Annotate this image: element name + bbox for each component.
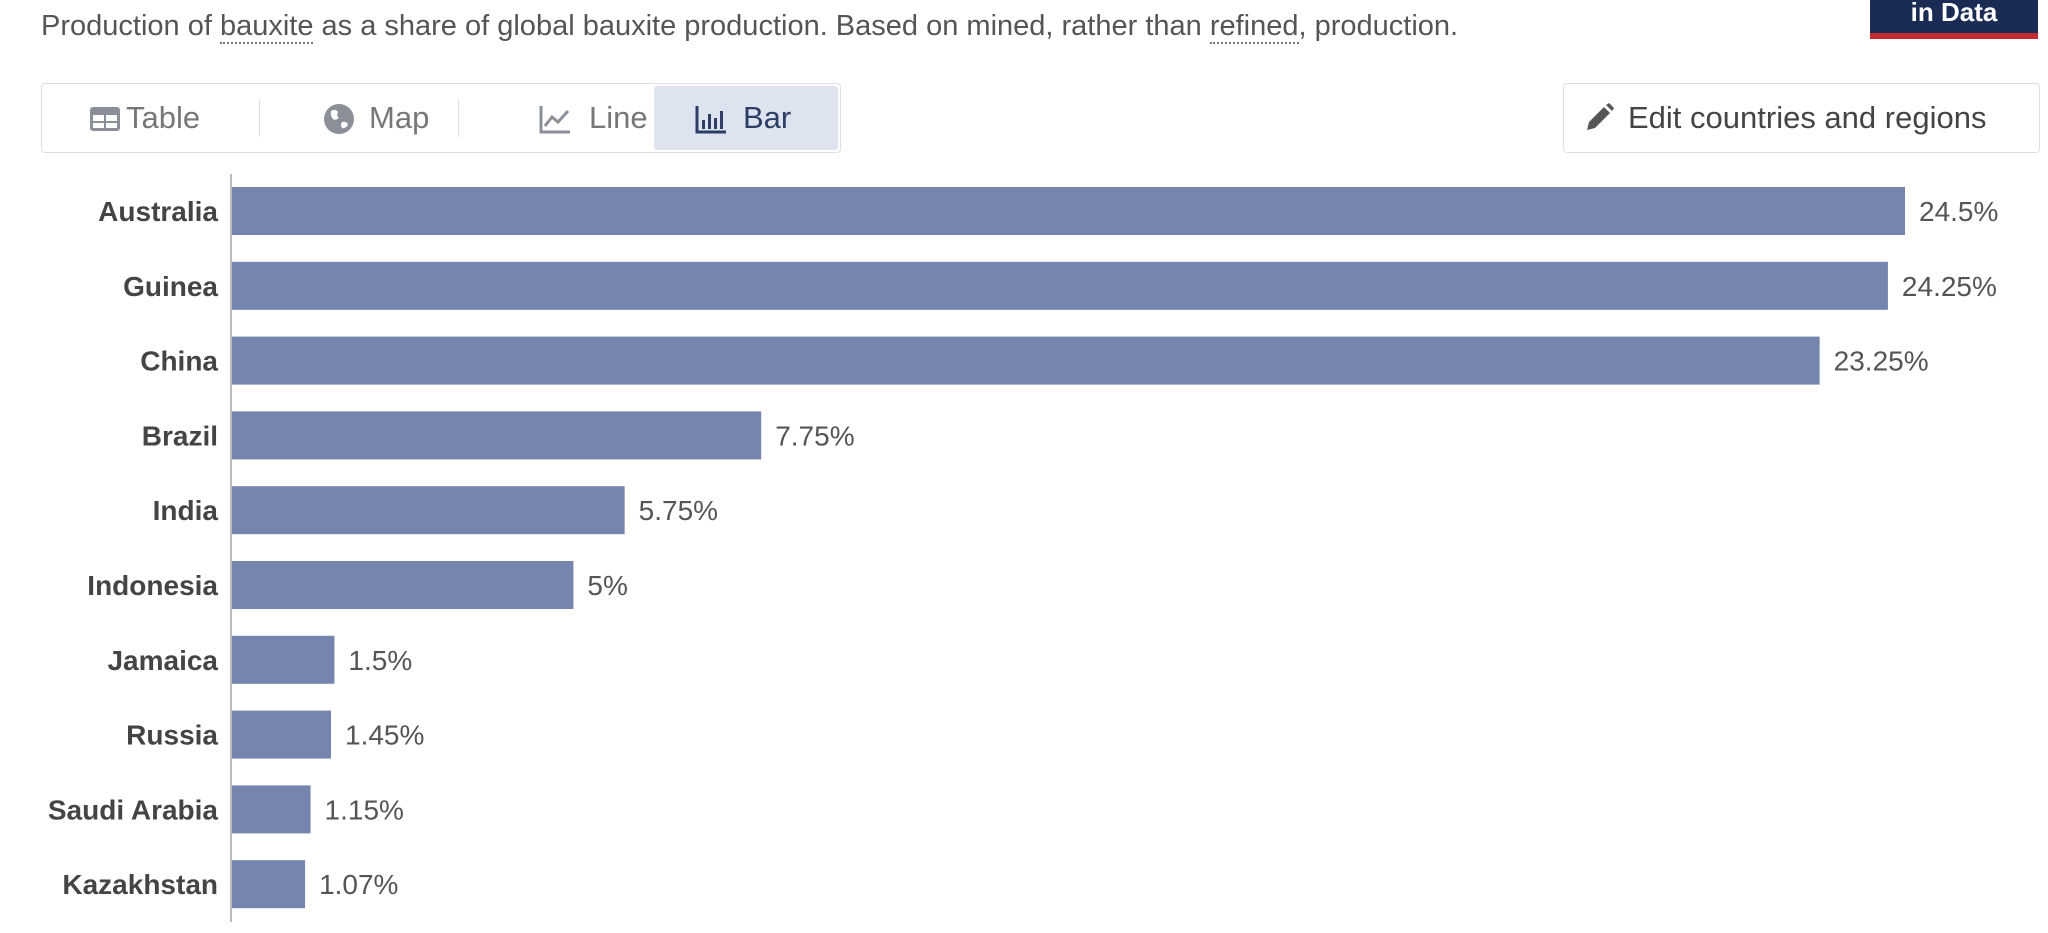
table-icon [90,107,120,131]
bar[interactable] [232,486,625,535]
edit-countries-button[interactable]: Edit countries and regions [1563,83,2040,153]
category-label: India [153,495,219,526]
bar-chart: Australia 24.5% Guinea 24.25% China 23.25% Bra… [48,174,1998,922]
subtitle-text: Production of [41,10,220,42]
category-label: Brazil [142,420,218,451]
edit-button-label: Edit countries and regions [1628,100,1987,135]
value-label: 1.15% [325,794,404,825]
bar-chart-icon [695,106,726,134]
subtitle-text: as a share of global bauxite production.… [313,10,1210,42]
view-tabs: Table Map Line Bar [41,83,841,153]
category-label: Jamaica [107,645,218,676]
tab-bar[interactable]: Bar [654,86,838,150]
value-label: 5.75% [639,495,718,526]
category-label: Saudi Arabia [48,794,219,825]
category-label: Kazakhstan [62,869,218,900]
tab-label: Line [589,100,648,135]
logo-text: in Data [1910,0,1998,27]
value-label: 5% [587,570,627,601]
value-label: 7.75% [775,420,854,451]
line-chart-icon [539,106,570,134]
value-label: 1.5% [348,645,412,676]
bar[interactable] [232,785,311,834]
category-label: Australia [98,196,218,227]
bar[interactable] [232,411,762,460]
glossary-term-refined[interactable]: refined [1209,10,1299,44]
chart-subtitle: Production of bauxite as a share of glob… [41,10,1459,44]
glossary-term-bauxite[interactable]: bauxite [219,10,314,44]
bar[interactable] [232,261,1888,310]
value-label: 24.25% [1902,271,1997,302]
bar[interactable] [232,860,306,909]
bar[interactable] [232,561,574,609]
tab-label: Map [369,100,430,135]
tab-divider [458,99,459,137]
category-label: Russia [126,720,218,751]
category-label: China [140,346,218,377]
category-label: Guinea [123,271,218,302]
bar[interactable] [232,710,332,759]
value-label: 24.5% [1919,196,1998,227]
tab-divider [259,99,260,137]
category-label: Indonesia [87,570,218,601]
tab-label: Table [126,100,201,135]
globe-icon [324,104,354,134]
site-logo[interactable]: in Data [1870,0,2038,39]
value-label: 1.45% [345,720,424,751]
bar[interactable] [232,635,335,684]
bar[interactable] [232,187,1905,235]
pencil-icon [1587,103,1614,130]
tab-label: Bar [743,100,792,135]
subtitle-text: , production. [1298,10,1459,42]
bar[interactable] [232,336,1820,385]
value-label: 1.07% [319,869,398,900]
tab-line[interactable]: Line [482,86,682,150]
tab-map[interactable]: Map [282,86,482,150]
value-label: 23.25% [1834,346,1929,377]
tab-table[interactable]: Table [44,86,264,150]
